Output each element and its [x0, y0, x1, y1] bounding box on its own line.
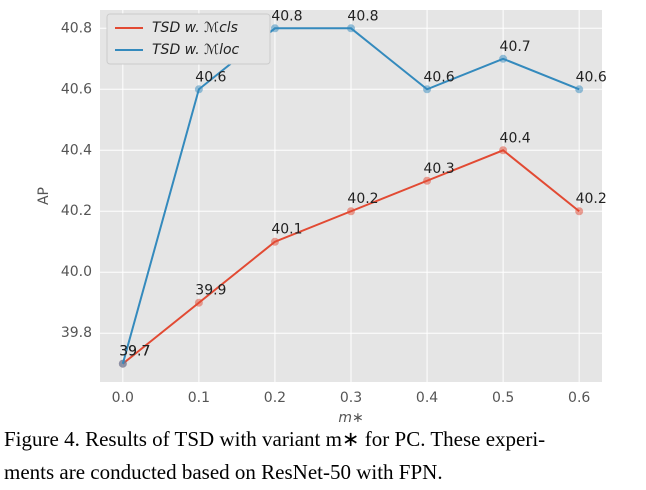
y-tick-label: 40.0: [61, 264, 92, 280]
point: [194, 85, 203, 94]
data-label: 39.9: [195, 283, 226, 299]
x-axis-label: m∗: [338, 410, 363, 426]
data-label: 40.8: [347, 8, 378, 24]
legend-label: TSD w. ℳcls: [152, 20, 238, 36]
point: [423, 176, 432, 185]
data-label: 39.7: [119, 344, 150, 360]
point: [194, 298, 203, 307]
caption-line: Figure 4. Results of TSD with variant m∗…: [4, 427, 545, 451]
point: [118, 359, 127, 368]
point: [347, 24, 355, 33]
point: [575, 85, 584, 94]
data-label: 40.7: [500, 39, 531, 55]
x-tick-label: 0.6: [568, 390, 590, 406]
data-label: 40.3: [423, 161, 454, 177]
data-label: 40.8: [271, 8, 302, 24]
y-tick-label: 40.4: [61, 142, 92, 158]
data-label: 40.4: [500, 130, 531, 146]
point: [575, 207, 584, 216]
y-tick-label: 39.8: [61, 325, 92, 341]
y-axis-label: AP: [36, 187, 52, 205]
point: [270, 237, 279, 246]
y-tick-label: 40.2: [61, 203, 92, 219]
data-label: 40.6: [423, 69, 454, 85]
caption-line: ments are conducted based on ResNet-50 w…: [4, 460, 443, 484]
x-tick-label: 0.0: [112, 390, 134, 406]
y-tick-label: 40.6: [61, 81, 92, 97]
point: [499, 146, 508, 155]
legend-label: TSD w. ℳloc: [152, 42, 240, 58]
data-label: 40.6: [195, 69, 226, 85]
x-tick-label: 0.4: [416, 390, 438, 406]
x-tick-label: 0.1: [188, 390, 210, 406]
x-tick-label: 0.5: [492, 390, 514, 406]
x-tick-label: 0.3: [340, 390, 362, 406]
data-label: 40.2: [347, 191, 378, 207]
point: [423, 85, 432, 94]
point: [499, 54, 508, 63]
legend-box: [106, 13, 271, 65]
x-tick-label: 0.2: [264, 390, 286, 406]
data-label: 40.6: [576, 69, 607, 85]
y-tick-label: 40.8: [61, 20, 92, 36]
point: [347, 207, 355, 216]
data-label: 40.1: [271, 222, 302, 238]
point: [270, 24, 279, 33]
data-label: 40.2: [576, 191, 607, 207]
